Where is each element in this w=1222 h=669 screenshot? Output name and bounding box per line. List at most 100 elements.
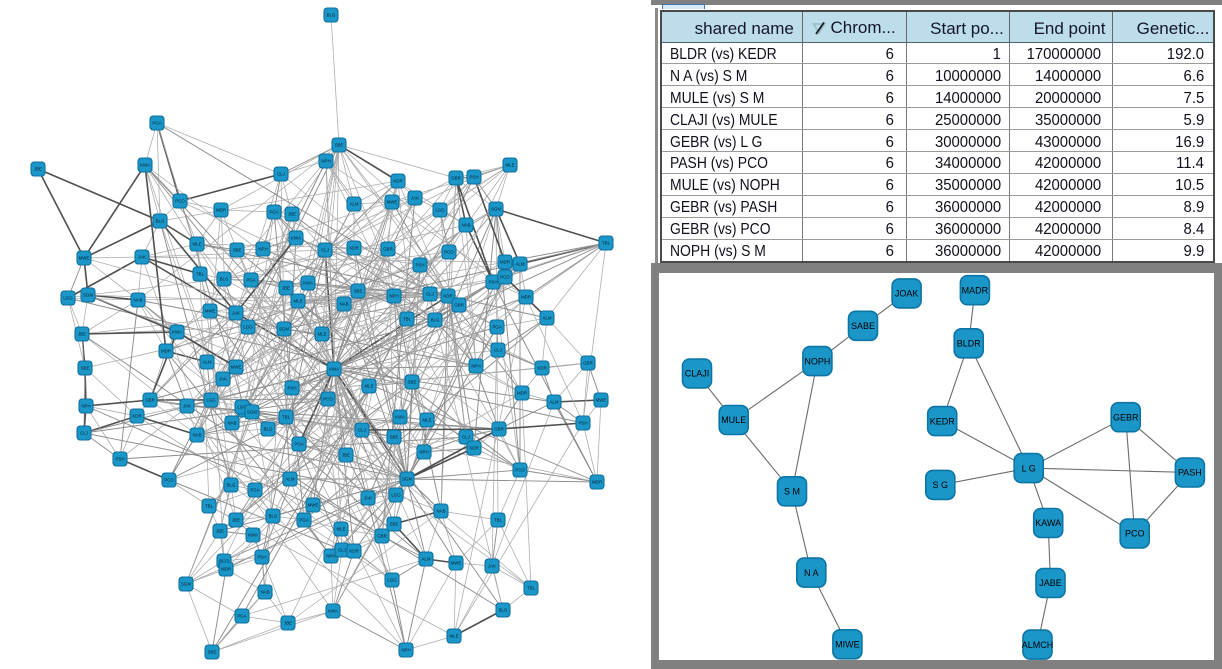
svg-text:TBL: TBL bbox=[196, 272, 205, 277]
svg-text:MWE: MWE bbox=[596, 398, 607, 403]
svg-text:ALM: ALM bbox=[421, 557, 430, 562]
svg-text:JBE: JBE bbox=[232, 518, 240, 523]
svg-text:KDR: KDR bbox=[132, 414, 141, 419]
svg-text:PCO: PCO bbox=[515, 468, 525, 473]
svg-text:NAB: NAB bbox=[133, 298, 142, 303]
svg-text:MWE: MWE bbox=[79, 256, 90, 261]
svg-text:MADR: MADR bbox=[962, 285, 989, 295]
svg-text:SGM: SGM bbox=[83, 293, 93, 298]
svg-text:JBE: JBE bbox=[34, 167, 42, 172]
svg-text:KDR: KDR bbox=[537, 366, 546, 371]
svg-text:S G: S G bbox=[933, 480, 949, 490]
svg-text:CLJ: CLJ bbox=[494, 348, 502, 353]
svg-text:L G: L G bbox=[1022, 463, 1036, 473]
svg-text:SBE: SBE bbox=[390, 435, 399, 440]
svg-text:NPH: NPH bbox=[326, 554, 335, 559]
svg-text:PSH: PSH bbox=[115, 457, 124, 462]
svg-text:JAK: JAK bbox=[138, 255, 146, 260]
svg-text:JAK: JAK bbox=[488, 564, 496, 569]
svg-text:PCO: PCO bbox=[164, 478, 174, 483]
svg-text:PCO: PCO bbox=[219, 559, 229, 564]
svg-text:KWA: KWA bbox=[395, 415, 405, 420]
svg-text:MLE: MLE bbox=[317, 332, 326, 337]
svg-text:KDR: KDR bbox=[349, 549, 358, 554]
svg-text:ALM: ALM bbox=[515, 262, 524, 267]
svg-text:GBR: GBR bbox=[377, 534, 387, 539]
svg-text:NOPH: NOPH bbox=[804, 356, 830, 366]
svg-text:NPH: NPH bbox=[389, 294, 398, 299]
svg-text:PCO: PCO bbox=[444, 250, 454, 255]
svg-text:MWE: MWE bbox=[205, 309, 216, 314]
svg-text:PSH: PSH bbox=[469, 175, 478, 180]
svg-text:SBE: SBE bbox=[335, 143, 344, 148]
svg-text:MLE: MLE bbox=[364, 384, 373, 389]
svg-text:KDR: KDR bbox=[349, 246, 358, 251]
svg-text:BLG: BLG bbox=[499, 608, 508, 613]
svg-text:PGA: PGA bbox=[269, 210, 278, 215]
svg-text:SBE: SBE bbox=[81, 366, 90, 371]
svg-text:LGG: LGG bbox=[237, 405, 247, 410]
svg-text:NPH: NPH bbox=[258, 247, 267, 252]
svg-text:BLG: BLG bbox=[269, 514, 278, 519]
svg-text:PGA: PGA bbox=[492, 325, 501, 330]
svg-text:KDR: KDR bbox=[443, 294, 452, 299]
svg-text:SBE: SBE bbox=[390, 522, 399, 527]
svg-text:PGA: PGA bbox=[250, 488, 259, 493]
svg-text:KWA: KWA bbox=[329, 367, 339, 372]
svg-text:JBE: JBE bbox=[216, 529, 224, 534]
svg-text:JOAK: JOAK bbox=[895, 289, 919, 299]
svg-text:KWA: KWA bbox=[172, 330, 182, 335]
svg-text:LGG: LGG bbox=[391, 493, 401, 498]
svg-text:CLJ: CLJ bbox=[462, 435, 470, 440]
svg-text:SGM: SGM bbox=[181, 582, 191, 587]
svg-text:SBE: SBE bbox=[354, 289, 363, 294]
svg-text:JABE: JABE bbox=[1039, 578, 1062, 588]
svg-text:NPH: NPH bbox=[471, 364, 480, 369]
svg-text:NPH: NPH bbox=[401, 648, 410, 653]
svg-text:KWA: KWA bbox=[140, 163, 150, 168]
svg-text:KWA: KWA bbox=[248, 533, 258, 538]
svg-text:NPH: NPH bbox=[81, 404, 90, 409]
svg-text:MWE: MWE bbox=[308, 503, 319, 508]
svg-text:NPH: NPH bbox=[321, 159, 330, 164]
svg-text:SGM: SGM bbox=[279, 327, 289, 332]
svg-text:MWE: MWE bbox=[231, 365, 242, 370]
svg-text:MLE: MLE bbox=[449, 634, 458, 639]
svg-text:KEDR: KEDR bbox=[930, 416, 956, 426]
svg-text:ALM: ALM bbox=[542, 316, 551, 321]
svg-text:PGA: PGA bbox=[246, 278, 255, 283]
svg-text:GBR: GBR bbox=[383, 247, 393, 252]
svg-text:MDR: MDR bbox=[221, 567, 231, 572]
svg-text:PSH: PSH bbox=[257, 555, 266, 560]
svg-text:TBL: TBL bbox=[205, 504, 214, 509]
svg-text:KWA: KWA bbox=[303, 281, 313, 286]
svg-text:NAB: NAB bbox=[436, 509, 445, 514]
svg-text:PGA: PGA bbox=[294, 442, 303, 447]
svg-text:MWE: MWE bbox=[451, 561, 462, 566]
svg-text:CLJ: CLJ bbox=[426, 292, 434, 297]
svg-text:JBE: JBE bbox=[282, 286, 290, 291]
svg-text:MLE: MLE bbox=[336, 527, 345, 532]
svg-text:LGG: LGG bbox=[387, 578, 397, 583]
svg-text:TBL: TBL bbox=[602, 241, 611, 246]
svg-text:GBR: GBR bbox=[583, 361, 593, 366]
svg-text:MDR: MDR bbox=[592, 480, 602, 485]
svg-text:KWA: KWA bbox=[328, 609, 338, 614]
svg-text:JAK: JAK bbox=[232, 311, 240, 316]
svg-text:BLG: BLG bbox=[227, 483, 236, 488]
svg-text:GEBR: GEBR bbox=[1113, 412, 1139, 422]
svg-text:JAK: JAK bbox=[364, 496, 372, 501]
svg-text:SBE: SBE bbox=[233, 248, 242, 253]
svg-text:MWE: MWE bbox=[387, 200, 398, 205]
svg-text:BLDR: BLDR bbox=[957, 339, 982, 349]
svg-text:CLAJI: CLAJI bbox=[685, 369, 710, 379]
svg-text:CLJ: CLJ bbox=[80, 431, 88, 436]
svg-text:JBE: JBE bbox=[288, 212, 296, 217]
svg-text:PSH: PSH bbox=[488, 280, 497, 285]
svg-text:CLJ: CLJ bbox=[277, 172, 285, 177]
svg-text:PGA: PGA bbox=[237, 614, 246, 619]
svg-text:TBL: TBL bbox=[282, 415, 291, 420]
svg-text:SBE: SBE bbox=[408, 380, 417, 385]
svg-text:KDR: KDR bbox=[393, 179, 402, 184]
svg-text:GBR: GBR bbox=[145, 398, 155, 403]
